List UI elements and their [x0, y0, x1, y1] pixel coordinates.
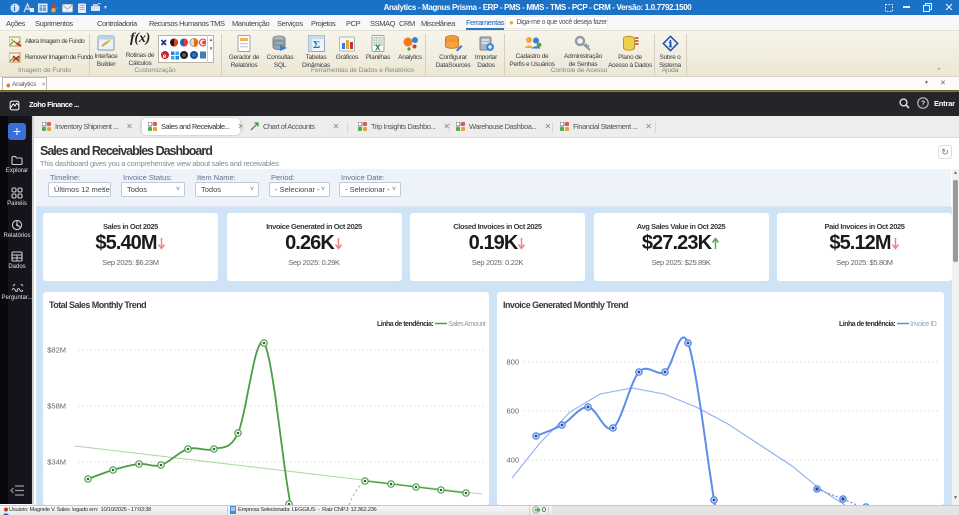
svg-text:400: 400: [506, 456, 519, 465]
svg-text:$58M: $58M: [47, 402, 66, 411]
svg-text:X: X: [375, 44, 381, 53]
svg-text:i: i: [13, 4, 16, 13]
svg-text:?: ?: [921, 101, 925, 108]
svg-text:$82M: $82M: [47, 346, 66, 355]
svg-text:Σ: Σ: [313, 39, 320, 51]
svg-text:600: 600: [506, 407, 519, 416]
svg-text:ℹ: ℹ: [668, 39, 672, 49]
svg-text:800: 800: [506, 358, 519, 367]
svg-text:$34M: $34M: [47, 458, 66, 467]
svg-text:e: e: [163, 53, 167, 60]
